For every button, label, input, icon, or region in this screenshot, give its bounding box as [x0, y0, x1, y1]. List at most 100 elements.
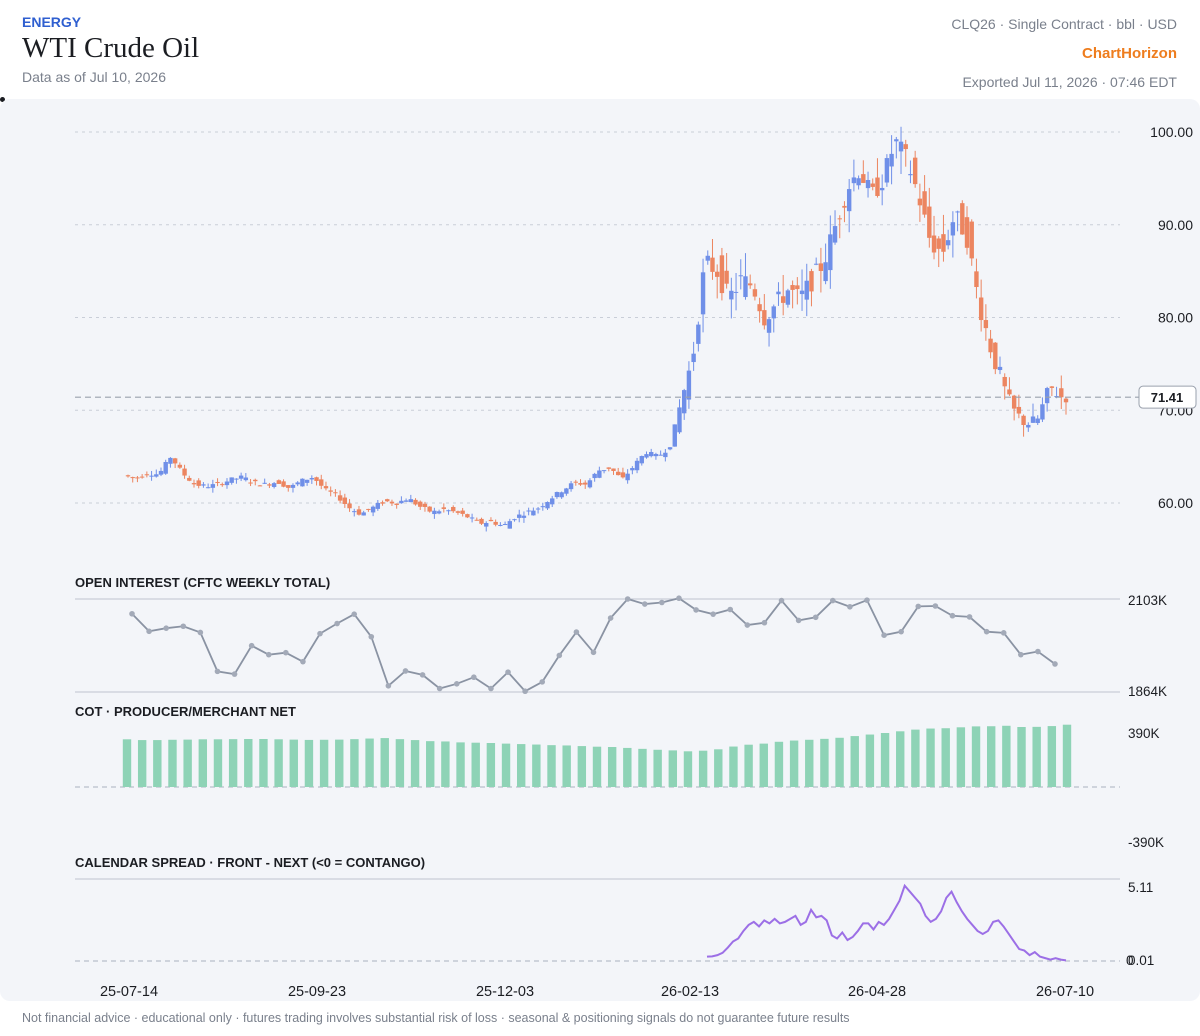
oi-point — [727, 606, 734, 613]
cot-bar — [835, 737, 844, 787]
candle-body — [413, 499, 418, 505]
oi-point — [300, 658, 306, 665]
oi-point — [761, 619, 768, 626]
candle-body — [1054, 396, 1059, 398]
candle-body — [1021, 415, 1026, 425]
candle-body — [733, 291, 739, 293]
last-price-badge — [1138, 385, 1197, 409]
export-timestamp: Exported Jul 11, 2026 · 07:46 EDT — [962, 74, 1177, 90]
candle-body — [196, 480, 201, 486]
spread-title: CALENDAR SPREAD · FRONT - NEXT (<0 = CON… — [75, 855, 425, 870]
oi-point — [966, 614, 973, 620]
candle-body — [894, 139, 899, 142]
candle-body — [290, 484, 296, 488]
oi-point — [231, 671, 238, 677]
candle-body — [969, 221, 974, 259]
oi-point — [915, 603, 922, 610]
candle-body — [370, 506, 376, 513]
oi-point — [795, 617, 802, 624]
candle-body — [422, 503, 428, 507]
candle-body — [234, 478, 239, 480]
oi-point — [744, 622, 751, 628]
oi-point — [864, 597, 870, 603]
candle-body — [168, 457, 173, 464]
candle-body — [804, 280, 809, 300]
candle-body — [484, 523, 489, 527]
candle-body — [625, 473, 630, 481]
oi-point — [659, 599, 665, 606]
oi-point — [317, 630, 323, 637]
candle-body — [564, 488, 569, 494]
brand-logo[interactable]: ChartHorizon — [1082, 45, 1177, 62]
candle-body — [738, 275, 743, 277]
cot-bar — [228, 739, 238, 787]
candle-body — [780, 296, 786, 303]
candle-body — [446, 510, 451, 512]
candle-body — [507, 521, 512, 529]
candle-body — [295, 482, 300, 485]
cot-bar — [638, 748, 647, 787]
candle-body — [785, 290, 791, 305]
cot-bar — [244, 739, 253, 787]
oi-point — [488, 685, 494, 692]
candle-body — [328, 490, 333, 492]
oi-point — [248, 642, 255, 649]
candle-body — [714, 271, 720, 277]
candle-body — [823, 262, 828, 282]
candle-body — [535, 508, 541, 510]
oi-point — [197, 629, 204, 636]
candle-body — [884, 158, 890, 183]
cot-bar — [456, 742, 465, 787]
candle-body — [554, 492, 560, 498]
cot-bar — [1047, 726, 1057, 787]
candle-body — [220, 484, 225, 486]
oi-point — [1035, 648, 1041, 655]
oi-point — [710, 611, 716, 617]
oi-point — [436, 685, 443, 692]
cot-bar — [592, 746, 602, 787]
candle-body — [686, 370, 692, 400]
candle-body — [455, 511, 461, 513]
candle-body — [960, 203, 965, 235]
candle-body — [889, 153, 894, 167]
x-tick-label: 25-12-03 — [476, 984, 534, 1000]
cot-bar — [577, 746, 587, 787]
candle-body — [710, 257, 715, 272]
candle-body — [149, 475, 154, 477]
cot-bar — [168, 739, 177, 787]
cot-bar — [805, 739, 814, 787]
cot-bar — [335, 739, 344, 787]
candle-body — [771, 306, 776, 319]
cot-bar — [259, 739, 268, 787]
oi-point — [949, 612, 956, 619]
y-tick-label: 100.00 — [1150, 124, 1193, 140]
candle-body — [724, 270, 729, 284]
candle-body — [1049, 386, 1055, 388]
cot-bar — [153, 740, 162, 787]
candle-body — [224, 481, 230, 486]
cot-bar — [441, 741, 450, 787]
spread-min-label: 0.01 — [1128, 953, 1154, 968]
candle-body — [620, 472, 626, 478]
oi-point — [385, 682, 392, 689]
oi-min-label: 1864K — [1128, 684, 1167, 699]
candle-body — [776, 291, 781, 295]
candle-body — [191, 483, 197, 485]
candle-body — [469, 517, 475, 519]
candle-body — [630, 468, 635, 471]
candle-body — [479, 518, 484, 524]
candle-body — [1044, 388, 1050, 404]
cot-min-label: -390K — [1128, 835, 1164, 850]
candle-body — [978, 297, 984, 321]
candle-body — [526, 510, 531, 512]
candle-body — [1002, 376, 1007, 387]
candle-body — [945, 240, 951, 246]
candle-body — [427, 506, 432, 512]
candle-body — [243, 477, 249, 481]
candle-body — [964, 217, 970, 248]
candle-body — [550, 498, 555, 505]
candle-body — [540, 506, 545, 508]
cot-bar — [850, 736, 859, 787]
oi-point — [778, 597, 785, 604]
